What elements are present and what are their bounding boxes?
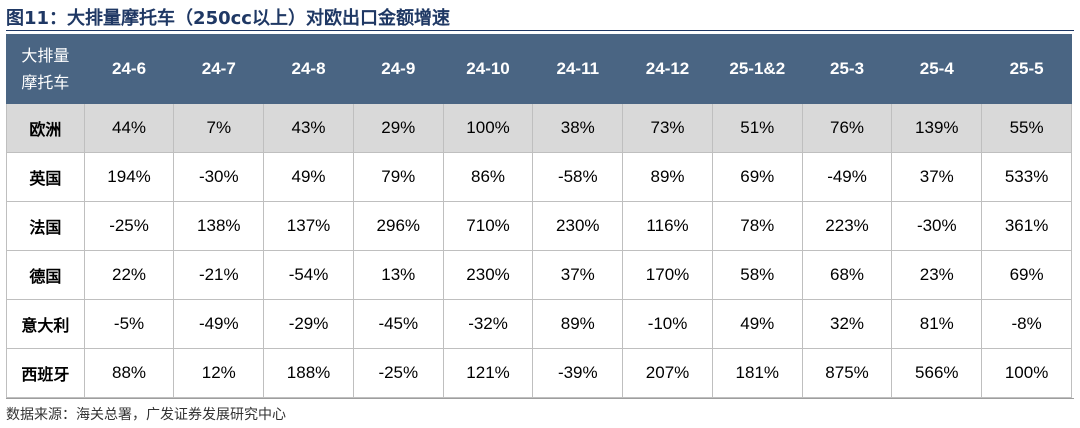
table-cell: 37% [891, 152, 983, 202]
table-cell: 32% [801, 299, 893, 349]
table-cell: 51% [711, 103, 803, 153]
column-header: 24-8 [263, 34, 354, 104]
table-cell: 137% [263, 201, 354, 251]
table-cell: 116% [622, 201, 713, 251]
table-cell: 207% [622, 348, 713, 398]
table-cell: -32% [442, 299, 534, 349]
table-cell: 188% [263, 348, 354, 398]
row-label: 法国 [6, 201, 85, 251]
table-cell: -25% [352, 348, 444, 398]
row-label: 英国 [6, 152, 85, 202]
table-cell: 194% [83, 152, 175, 202]
column-header: 24-12 [622, 34, 713, 104]
table-cell: -54% [263, 250, 354, 300]
table-cell: 138% [173, 201, 265, 251]
table-cell: 230% [532, 201, 624, 251]
table-cell: -5% [83, 299, 175, 349]
table-cell: 68% [801, 250, 893, 300]
column-header: 24-6 [83, 34, 175, 104]
column-header: 25-3 [801, 34, 893, 104]
table-cell: 69% [981, 250, 1072, 300]
table-cell: 875% [801, 348, 893, 398]
table-cell: 100% [981, 348, 1072, 398]
table-cell: 296% [352, 201, 444, 251]
table-row-spain: 西班牙 88% 12% 188% -25% 121% -39% 207% 181… [6, 348, 1072, 398]
table-cell: -45% [352, 299, 444, 349]
export-growth-table: 大排量 摩托车 24-6 24-7 24-8 24-9 24-10 24-11 … [6, 34, 1072, 398]
column-header: 24-7 [173, 34, 265, 104]
table-row-germany: 德国 22% -21% -54% 13% 230% 37% 170% 58% 6… [6, 250, 1072, 300]
table-cell: 38% [532, 103, 624, 153]
table-cell: 22% [83, 250, 175, 300]
table-header-row: 大排量 摩托车 24-6 24-7 24-8 24-9 24-10 24-11 … [6, 34, 1072, 104]
table-cell: -25% [83, 201, 175, 251]
column-header: 24-10 [442, 34, 534, 104]
table-cell: 23% [891, 250, 983, 300]
table-cell: 230% [442, 250, 534, 300]
table-cell: 49% [263, 152, 354, 202]
table-cell: 86% [442, 152, 534, 202]
table-row-uk: 英国 194% -30% 49% 79% 86% -58% 89% 69% -4… [6, 152, 1072, 202]
table-cell: 79% [352, 152, 444, 202]
table-cell: -8% [981, 299, 1072, 349]
table-cell: 181% [711, 348, 803, 398]
row-label: 欧洲 [6, 103, 85, 153]
table-cell: 223% [801, 201, 893, 251]
column-header: 25-1&2 [711, 34, 803, 104]
table-cell: -21% [173, 250, 265, 300]
table-row-europe: 欧洲 44% 7% 43% 29% 100% 38% 73% 51% 76% 1… [6, 103, 1072, 153]
table-row-france: 法国 -25% 138% 137% 296% 710% 230% 116% 78… [6, 201, 1072, 251]
table-cell: 121% [442, 348, 534, 398]
table-cell: 7% [173, 103, 265, 153]
table-cell: 78% [711, 201, 803, 251]
table-cell: -29% [263, 299, 354, 349]
table-cell: 76% [801, 103, 893, 153]
table-cell: 89% [532, 299, 624, 349]
table-cell: 81% [891, 299, 983, 349]
table-cell: 100% [442, 103, 534, 153]
table-cell: 55% [981, 103, 1072, 153]
table-cell: -30% [173, 152, 265, 202]
table-cell: 29% [352, 103, 444, 153]
table-cell: 89% [622, 152, 713, 202]
table-cell: -49% [173, 299, 265, 349]
column-header: 25-4 [891, 34, 983, 104]
table-cell: 566% [891, 348, 983, 398]
table-cell: 361% [981, 201, 1072, 251]
data-source-note: 数据来源：海关总署，广发证券发展研究中心 [6, 407, 286, 423]
table-cell: 73% [622, 103, 713, 153]
table-cell: 49% [711, 299, 803, 349]
corner-header: 大排量 摩托车 [6, 34, 85, 104]
row-label: 德国 [6, 250, 85, 300]
corner-label-line2: 摩托车 [21, 73, 70, 92]
column-header: 24-11 [532, 34, 624, 104]
figure-title: 图11：大排量摩托车（250cc以上）对欧出口金额增速 [6, 8, 450, 29]
corner-label-line1: 大排量 [21, 46, 70, 65]
table-cell: 37% [532, 250, 624, 300]
table-cell: 43% [263, 103, 354, 153]
table-cell: 44% [83, 103, 175, 153]
table-cell: 13% [352, 250, 444, 300]
table-cell: 12% [173, 348, 265, 398]
table-cell: 533% [981, 152, 1072, 202]
table-cell: 88% [83, 348, 175, 398]
table-cell: 170% [622, 250, 713, 300]
row-label: 西班牙 [6, 348, 85, 398]
table-cell: 69% [711, 152, 803, 202]
table-cell: -10% [622, 299, 713, 349]
table-row-italy: 意大利 -5% -49% -29% -45% -32% 89% -10% 49%… [6, 299, 1072, 349]
source-divider [6, 398, 1074, 399]
table-cell: -58% [532, 152, 624, 202]
table-cell: -39% [532, 348, 624, 398]
title-divider [6, 30, 1074, 31]
row-label: 意大利 [6, 299, 85, 349]
table-cell: 710% [442, 201, 534, 251]
table-cell: 58% [711, 250, 803, 300]
column-header: 25-5 [981, 34, 1072, 104]
table-cell: -49% [801, 152, 893, 202]
table-cell: -30% [891, 201, 983, 251]
table-cell: 139% [891, 103, 983, 153]
column-header: 24-9 [352, 34, 444, 104]
